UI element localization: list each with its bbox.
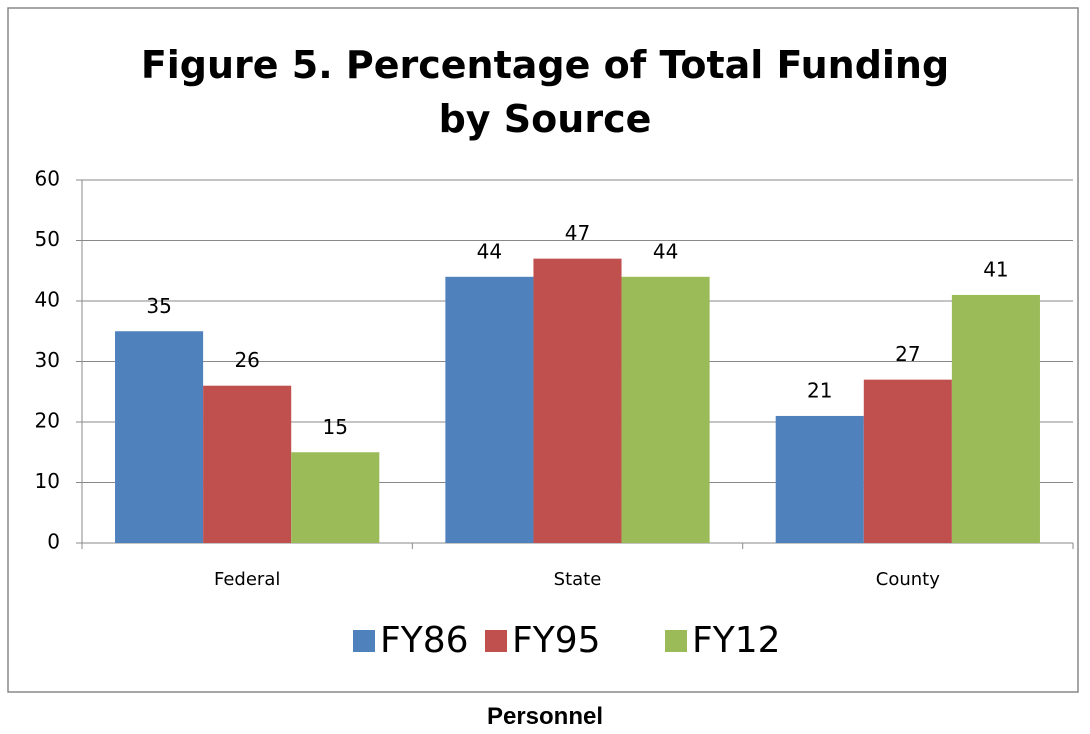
data-label: 44: [653, 239, 678, 263]
legend-label: FY95: [512, 620, 601, 661]
legend-label: FY86: [380, 620, 469, 661]
legend-label: FY12: [692, 620, 781, 661]
bar: [445, 276, 534, 543]
data-label: 15: [323, 415, 348, 439]
x-tick-label: State: [554, 569, 602, 590]
legend-swatch: [485, 630, 507, 652]
data-label: 44: [477, 239, 502, 263]
chart-title: Figure 5. Percentage of Total Funding by…: [140, 43, 950, 141]
legend-swatch: [665, 630, 687, 652]
bar: [291, 452, 380, 543]
bar: [951, 294, 1040, 543]
bar: [115, 331, 204, 543]
bar: [863, 379, 952, 543]
x-tick-label: County: [876, 569, 940, 590]
data-label: 35: [146, 294, 171, 318]
data-label: 27: [895, 342, 920, 366]
y-tick-label: 10: [35, 469, 60, 493]
y-tick-label: 0: [47, 530, 60, 554]
bar: [621, 276, 710, 543]
y-tick-label: 50: [35, 227, 60, 251]
chart-frame: [7, 7, 1079, 693]
y-tick-label: 30: [35, 348, 60, 372]
legend-swatch: [353, 630, 375, 652]
y-tick-label: 40: [35, 288, 60, 312]
caption: Personnel: [486, 703, 604, 730]
bar: [203, 385, 292, 543]
bar: [775, 415, 864, 543]
x-tick-label: Federal: [214, 569, 280, 590]
y-tick-label: 60: [35, 167, 60, 191]
data-label: 21: [807, 378, 832, 402]
data-label: 47: [565, 221, 590, 245]
y-tick-label: 20: [35, 409, 60, 433]
bar: [533, 258, 622, 543]
data-label: 26: [234, 348, 259, 372]
data-label: 41: [983, 257, 1008, 281]
